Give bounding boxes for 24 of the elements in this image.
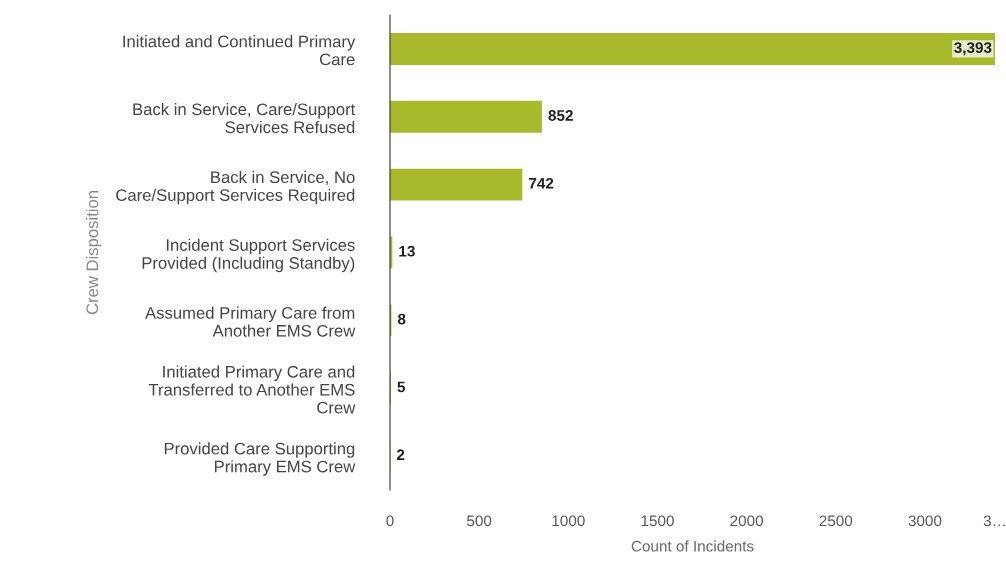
x-tick-label: 1500 bbox=[641, 515, 674, 527]
x-axis-title: Count of Incidents bbox=[631, 540, 754, 552]
y-tick-label: Initiated and Continued Primary Care bbox=[123, 35, 356, 66]
x-tick-label: 1000 bbox=[552, 515, 585, 527]
y-tick-label: Initiated Primary Care and Transferred to Another EMS Crew bbox=[148, 365, 356, 414]
y-axis-title: Crew Disposition bbox=[85, 191, 102, 315]
y-tick-label: Incident Support Services Provided (Including Standby) bbox=[142, 238, 355, 273]
x-tick-label: 0 bbox=[386, 515, 394, 527]
data-label: 13 bbox=[399, 245, 415, 257]
y-tick-label: Back in Service, No Care/Support Services Required bbox=[116, 170, 355, 205]
x-tick-label: 3… bbox=[983, 515, 1005, 527]
x-tick-label: 500 bbox=[467, 515, 492, 527]
data-label: 852 bbox=[548, 110, 573, 121]
x-tick-label: 2500 bbox=[819, 515, 853, 527]
y-tick-label: Back in Service, Care/Support Services Refused bbox=[133, 102, 356, 134]
data-label: 5 bbox=[397, 381, 406, 393]
data-label: 8 bbox=[397, 313, 406, 325]
x-tick-label: 2000 bbox=[730, 515, 764, 527]
y-tick-label: Provided Care Supporting Primary EMS Crew bbox=[164, 442, 356, 476]
data-label: 2 bbox=[396, 449, 405, 461]
y-tick-label: Assumed Primary Care from Another EMS Crew bbox=[145, 306, 356, 337]
data-label: 3,393 bbox=[954, 42, 992, 56]
data-label: 742 bbox=[529, 177, 554, 189]
x-tick-label: 3000 bbox=[908, 515, 942, 527]
